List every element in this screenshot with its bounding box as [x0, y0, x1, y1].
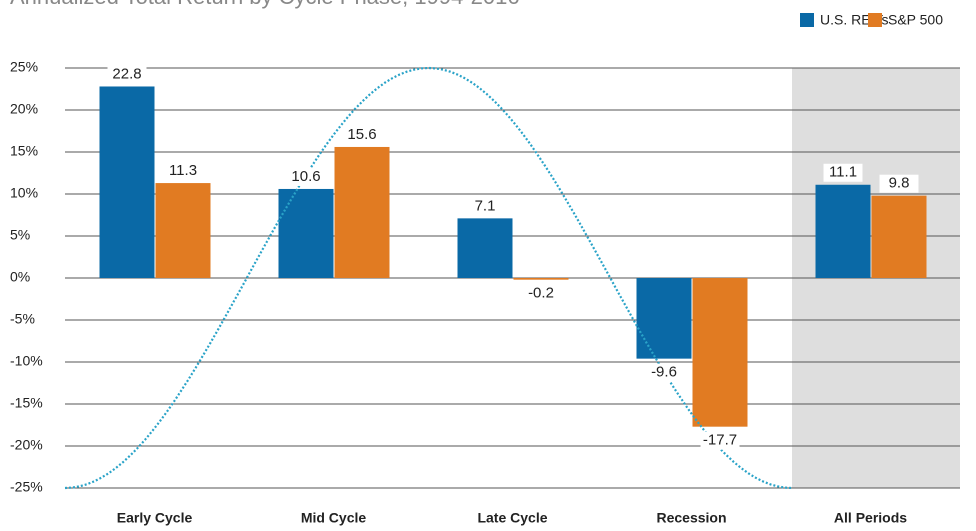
y-tick-label: -15% — [10, 395, 43, 411]
y-tick-label: 20% — [10, 101, 38, 117]
value-label: -0.2 — [528, 285, 554, 302]
bar — [334, 146, 390, 278]
y-tick-label: 0% — [10, 269, 30, 285]
bar — [99, 86, 155, 278]
y-tick-label: 5% — [10, 227, 30, 243]
bar — [815, 184, 871, 278]
value-label: 9.8 — [889, 175, 910, 192]
legend-swatch — [800, 13, 814, 27]
y-tick-label: 25% — [10, 59, 38, 75]
cycle-curve — [64, 66, 793, 490]
x-tick-label: All Periods — [834, 510, 907, 526]
label-bg — [286, 167, 326, 186]
label-bg — [644, 363, 684, 382]
y-tick-label: -10% — [10, 353, 43, 369]
label-bg — [823, 163, 863, 182]
y-tick-label: -5% — [10, 311, 35, 327]
x-tick-label: Late Cycle — [477, 510, 547, 526]
label-bg — [521, 284, 561, 303]
y-tick-label: -20% — [10, 437, 43, 453]
label-bg — [879, 174, 919, 193]
y-tick-label: 15% — [10, 143, 38, 159]
bar — [457, 218, 513, 278]
value-label: 10.6 — [291, 168, 320, 185]
value-label: 15.6 — [347, 126, 376, 143]
y-tick-label: 10% — [10, 185, 38, 201]
value-label: 7.1 — [475, 197, 496, 214]
legend-label: S&P 500 — [888, 12, 943, 28]
chart-title: Annualized Total Return by Cycle Phase, … — [10, 0, 520, 9]
x-tick-label: Early Cycle — [117, 510, 193, 526]
value-label: -9.6 — [651, 364, 677, 381]
bar — [278, 188, 334, 278]
label-bg — [163, 162, 203, 181]
x-tick-label: Recession — [656, 510, 726, 526]
label-bg — [700, 431, 740, 450]
bar — [871, 195, 927, 278]
value-label: 11.3 — [169, 162, 197, 179]
value-label: 11.1 — [829, 164, 857, 181]
value-label: 22.8 — [112, 65, 141, 82]
y-tick-label: -25% — [10, 479, 43, 495]
label-bg — [107, 65, 147, 84]
bar — [155, 183, 211, 278]
value-label: -17.7 — [703, 432, 737, 449]
bar — [692, 278, 748, 427]
x-tick-label: Mid Cycle — [301, 510, 367, 526]
label-bg — [465, 197, 505, 216]
legend-swatch — [868, 13, 882, 27]
bar — [513, 278, 569, 280]
bar — [636, 278, 692, 359]
label-bg — [342, 125, 382, 144]
